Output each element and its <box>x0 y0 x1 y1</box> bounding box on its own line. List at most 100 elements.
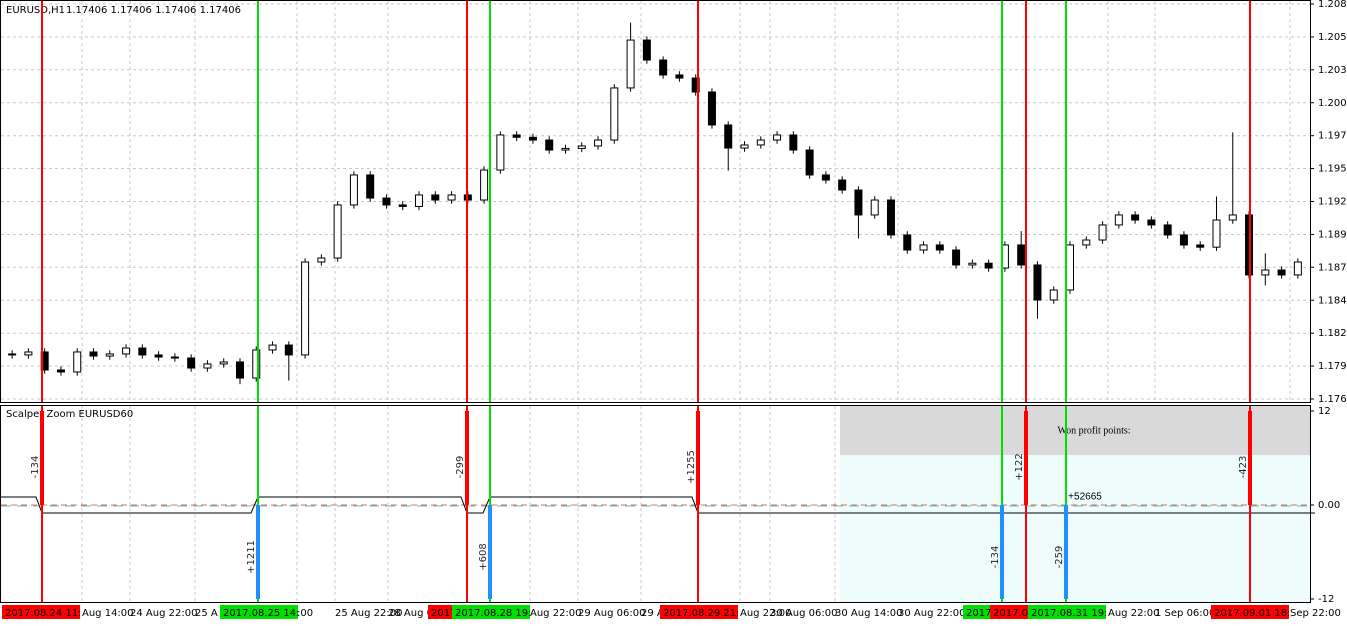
candle-body <box>773 134 782 141</box>
candle-body <box>415 194 424 207</box>
time-marker-label: 2017.08.25 14:00 <box>223 608 312 619</box>
candle-body <box>1163 224 1172 236</box>
x-tick-label: 25 Aug 22:00 <box>335 608 402 619</box>
candle-body <box>1082 239 1091 246</box>
time-marker-label: 2017.08.28 19:00 <box>455 608 544 619</box>
signal-bar <box>465 411 469 505</box>
candle-body <box>1131 214 1140 221</box>
signal-bar <box>1064 505 1068 599</box>
time-marker-box <box>220 605 298 619</box>
x-tick-label: 30 Aug 14:00 <box>835 608 902 619</box>
candle-body <box>122 347 131 355</box>
time-marker-box <box>963 605 991 619</box>
candle-body <box>73 351 82 373</box>
candle-body <box>431 194 440 201</box>
candle-body <box>1049 289 1058 301</box>
candle-body <box>805 149 814 176</box>
candle-body <box>1179 234 1188 246</box>
x-tick-label: Aug 22:00 <box>740 608 792 619</box>
signal-annotation: -259 <box>1054 546 1065 569</box>
candle-body <box>577 145 586 149</box>
signal-annotation: -134 <box>990 546 1001 569</box>
x-tick-label: 30 Aug 06:00 <box>770 608 837 619</box>
candle-body <box>89 351 98 357</box>
candle-body <box>1098 224 1107 241</box>
y-tick-label: 1.203 <box>1318 65 1347 76</box>
quote: 1.17406 1.17406 1.17406 1.17406 <box>66 5 241 16</box>
candle-body <box>496 134 505 171</box>
x-tick-label: Aug 22:00 <box>530 608 582 619</box>
candle-body <box>528 136 537 141</box>
y-tick-label: 1.205 <box>1318 32 1347 43</box>
signal-annotation: -423 <box>1238 456 1249 479</box>
signal-bar <box>40 411 44 505</box>
candle-body <box>838 179 847 191</box>
candle-body <box>659 59 668 76</box>
indicator-title: Scalper Zoom EURUSD60 <box>6 409 133 420</box>
signal-annotation: +1211 <box>246 540 257 574</box>
candle-body <box>886 199 895 236</box>
candle-body <box>235 361 244 379</box>
candle-body <box>1293 261 1302 276</box>
candle-body <box>561 147 570 151</box>
x-tick-label: 29 Aug 06:00 <box>578 608 645 619</box>
y-tick-label: 12 <box>1318 406 1331 417</box>
candle-body <box>317 257 326 263</box>
time-marker-label: 2017.09.01 18:00 <box>1214 608 1303 619</box>
time-marker-label: 2017.08.24 11:00 <box>5 608 94 619</box>
candle-body <box>349 174 358 206</box>
price-pane: 1.176 1.179 1.182 1.184 1.187 1.189 1.192 1.195… <box>1 0 1347 405</box>
candle-body <box>675 74 684 79</box>
x-tick-label: 1 Sep 06:00 <box>1155 608 1215 619</box>
candle-body <box>789 134 798 151</box>
candle-body <box>219 361 228 365</box>
y-tick-label: 1.182 <box>1318 328 1347 339</box>
time-marker-label: 2017. <box>966 608 995 619</box>
candle-body <box>1114 214 1123 226</box>
x-tick-label: 30 Aug 22:00 <box>898 608 965 619</box>
time-marker-label: 2017.08. <box>993 608 1038 619</box>
time-marker-label: 2017 <box>431 608 456 619</box>
time-marker-box <box>2 605 80 619</box>
candle-body <box>1066 244 1075 291</box>
candle-body <box>919 244 928 251</box>
candle-body <box>740 144 749 149</box>
signal-annotation: +122 <box>1014 453 1025 480</box>
y-tick-label: 1.176 <box>1318 394 1347 405</box>
time-marker-box <box>1028 605 1106 619</box>
candle-body <box>1261 269 1270 276</box>
y-tick-label: 1.187 <box>1318 262 1347 273</box>
y-tick-label: 0.00 <box>1318 500 1340 511</box>
candle-body <box>203 363 212 369</box>
x-tick-label: Sep 22:00 <box>1290 608 1341 619</box>
panel-heading: Won profit points: <box>1057 425 1130 436</box>
signal-annotation: +608 <box>478 543 489 570</box>
x-tick-label: :00 <box>297 608 313 619</box>
candle-body <box>187 357 196 369</box>
y-tick-label: -12 <box>1318 594 1334 605</box>
candle-body <box>512 134 521 138</box>
y-tick-label: 1.179 <box>1318 361 1347 372</box>
candle-body <box>545 139 554 151</box>
y-tick-label: 1.189 <box>1318 229 1347 240</box>
y-tick-label: 1.208 <box>1318 0 1347 10</box>
candle-body <box>447 194 456 201</box>
candle-body <box>854 189 863 216</box>
y-tick-label: 1.192 <box>1318 197 1347 208</box>
candle-body <box>105 353 114 357</box>
time-marker-box <box>990 605 1028 619</box>
candle-body <box>724 124 733 149</box>
x-tick-label: Aug 14:00 <box>82 608 134 619</box>
x-tick-label: Aug 22:00 <box>1108 608 1160 619</box>
symbol: EURUSD,H1 <box>6 5 65 16</box>
candle-body <box>301 261 310 356</box>
signal-bar <box>256 505 260 599</box>
candle-body <box>56 369 65 373</box>
time-marker-label: 2017.08.29 21:00 <box>663 608 752 619</box>
candle-body <box>138 347 147 356</box>
candle-body <box>707 91 716 126</box>
candle-body <box>984 262 993 269</box>
candle-body <box>8 353 17 356</box>
candle-body <box>154 354 163 358</box>
candle-body <box>1277 269 1286 276</box>
